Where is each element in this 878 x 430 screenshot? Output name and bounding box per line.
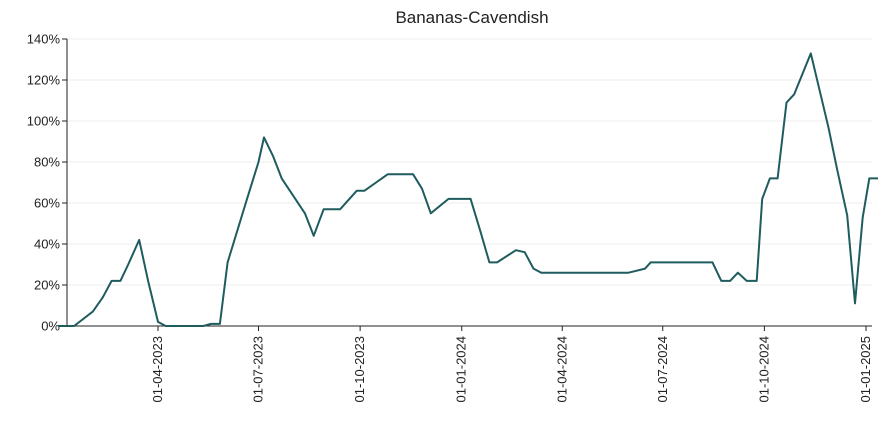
x-tick-label: 01-07-2024: [655, 336, 670, 403]
x-tick-label: 01-04-2024: [554, 336, 569, 403]
x-tick-label: 01-01-2024: [454, 336, 469, 403]
y-tick-label: 0%: [41, 319, 60, 334]
y-tick-label: 60%: [34, 196, 60, 211]
x-tick-label: 01-10-2023: [352, 336, 367, 403]
x-tick-label: 01-10-2024: [756, 336, 771, 403]
y-tick-label: 100%: [27, 114, 61, 129]
series-layer: [57, 52, 878, 327]
y-tick-label: 80%: [34, 155, 60, 170]
y-tick-label: 140%: [27, 32, 61, 47]
y-axis: 0% 20% 40% 60% 80% 100% 120% 140%: [27, 32, 68, 334]
x-axis: 01-04-2023 01-07-2023 01-10-2023 01-01-2024…: [67, 325, 873, 403]
y-tick-label: 40%: [34, 237, 60, 252]
gridlines: [67, 38, 872, 286]
chart-title: Bananas-Cavendish: [395, 8, 548, 27]
x-tick-label: 01-01-2025: [858, 336, 873, 403]
y-tick-label: 120%: [27, 73, 61, 88]
x-tick-label: 01-04-2023: [150, 336, 165, 403]
series-line: [57, 52, 878, 327]
y-tick-label: 20%: [34, 278, 60, 293]
x-tick-label: 01-07-2023: [251, 336, 266, 403]
